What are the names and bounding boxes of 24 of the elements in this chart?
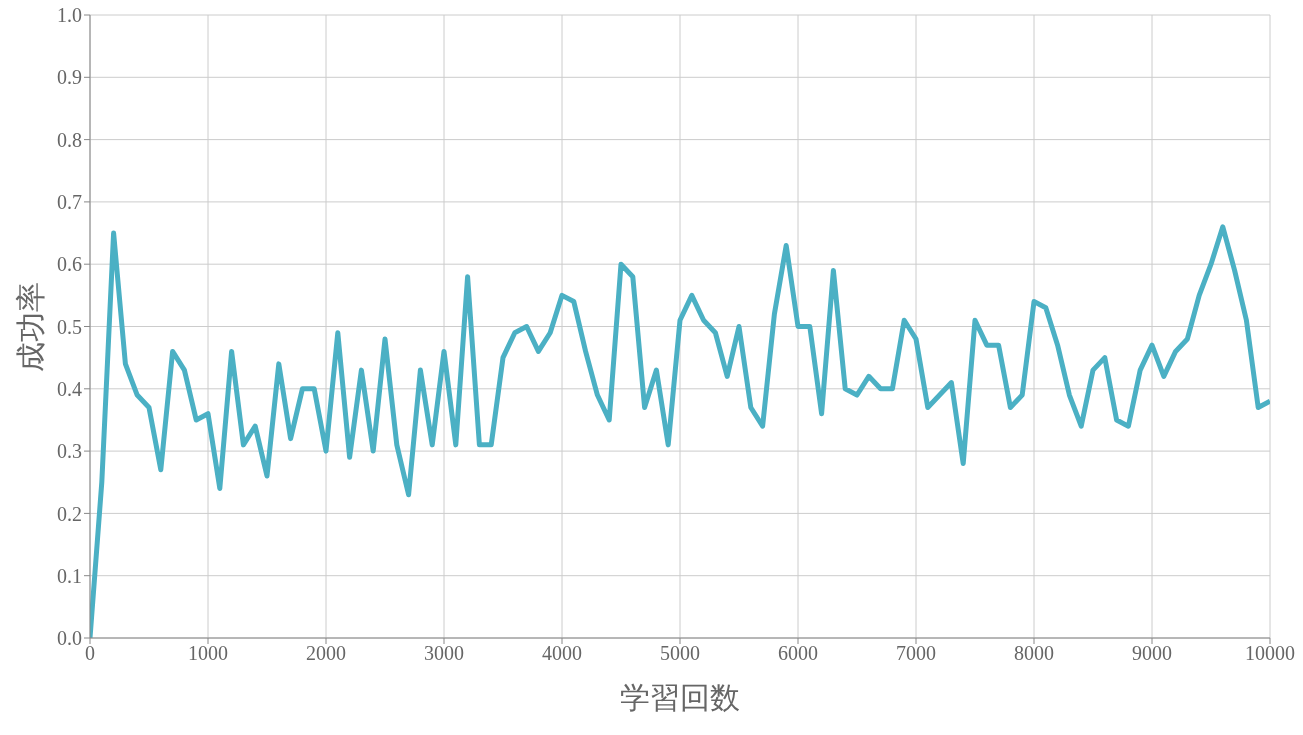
x-tick-label: 5000	[660, 642, 700, 665]
y-tick-label: 0.2	[57, 502, 82, 525]
y-tick-label: 0.9	[57, 66, 82, 89]
y-tick-label: 0.8	[57, 128, 82, 151]
y-tick-label: 0.1	[57, 564, 82, 587]
y-axis-title: 成功率	[12, 281, 48, 372]
y-tick-label: 0.4	[57, 377, 82, 400]
x-tick-label: 3000	[424, 642, 464, 665]
x-tick-label: 7000	[896, 642, 936, 665]
x-tick-label: 8000	[1014, 642, 1054, 665]
x-tick-label: 1000	[188, 642, 228, 665]
x-tick-label: 2000	[306, 642, 346, 665]
x-tick-label: 9000	[1132, 642, 1172, 665]
x-tick-label: 0	[85, 642, 95, 665]
y-tick-label: 0.7	[57, 191, 82, 213]
y-tick-label: 1.0	[57, 4, 82, 27]
y-tick-label: 0.6	[57, 253, 82, 276]
x-tick-label: 10000	[1245, 642, 1295, 665]
x-tick-label: 4000	[542, 642, 582, 665]
y-tick-label: 0.0	[57, 627, 82, 650]
y-tick-label: 0.5	[57, 315, 82, 338]
x-tick-label: 6000	[778, 642, 818, 665]
x-axis-title: 学習回数	[620, 680, 740, 715]
y-tick-label: 0.3	[57, 440, 82, 463]
